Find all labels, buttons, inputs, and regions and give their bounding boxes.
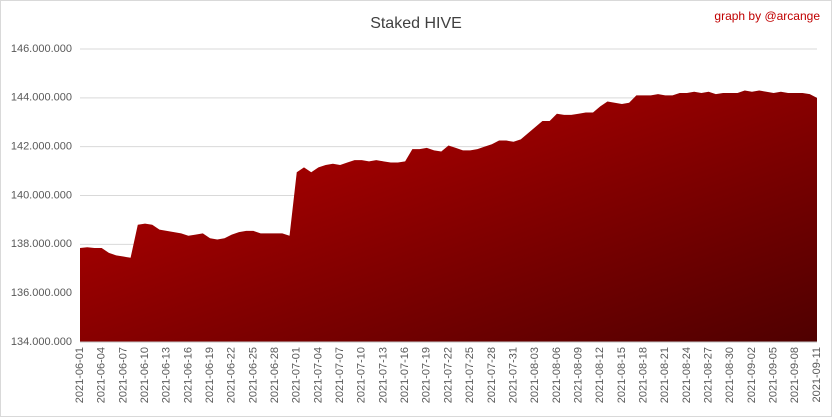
x-tick-label: 2021-06-01 [74, 347, 86, 403]
x-tick-label: 2021-08-12 [594, 347, 606, 403]
annotation: graph by @arcange [714, 9, 820, 23]
x-tick-label: 2021-08-15 [616, 347, 628, 403]
x-tick-label: 2021-06-07 [117, 347, 129, 403]
y-tick-label: 142.000.000 [11, 141, 72, 153]
x-tick-label: 2021-07-16 [399, 347, 411, 403]
x-tick-label: 2021-09-02 [746, 347, 758, 403]
x-tick-label: 2021-07-22 [442, 347, 454, 403]
x-tick-label: 2021-08-30 [724, 347, 736, 403]
x-tick-label: 2021-07-04 [312, 347, 324, 403]
x-tick-label: 2021-07-01 [291, 347, 303, 403]
x-tick-label: 2021-07-10 [356, 347, 368, 403]
x-tick-label: 2021-08-18 [637, 347, 649, 403]
x-tick-label: 2021-07-28 [486, 347, 498, 403]
x-tick-label: 2021-06-22 [226, 347, 238, 403]
x-tick-label: 2021-06-10 [139, 347, 151, 403]
x-tick-label: 2021-09-05 [768, 347, 780, 403]
x-tick-label: 2021-07-19 [421, 347, 433, 403]
x-tick-label: 2021-09-08 [789, 347, 801, 403]
x-tick-label: 2021-09-11 [811, 347, 823, 402]
y-tick-label: 146.000.000 [11, 43, 72, 55]
x-tick-label: 2021-08-09 [572, 347, 584, 403]
x-tick-label: 2021-06-19 [204, 347, 216, 403]
x-tick-label: 2021-06-04 [96, 347, 108, 403]
x-tick-label: 2021-08-24 [681, 347, 693, 403]
x-tick-label: 2021-07-13 [377, 347, 389, 403]
y-tick-label: 140.000.000 [11, 189, 72, 201]
y-tick-label: 136.000.000 [11, 287, 72, 299]
x-tick-label: 2021-06-16 [182, 347, 194, 403]
area [80, 90, 817, 342]
chart-title: Staked HIVE [370, 15, 462, 32]
x-tick-label: 2021-08-21 [659, 347, 671, 403]
x-tick-label: 2021-06-25 [247, 347, 259, 403]
y-tick-label: 144.000.000 [11, 92, 72, 104]
x-tick-label: 2021-06-28 [269, 347, 281, 403]
x-tick-label: 2021-08-03 [529, 347, 541, 403]
y-tick-label: 134.000.000 [11, 336, 72, 348]
x-tick-label: 2021-07-07 [334, 347, 346, 403]
x-tick-label: 2021-07-31 [507, 347, 519, 403]
x-tick-label: 2021-07-25 [464, 347, 476, 403]
x-tick-label: 2021-06-13 [161, 347, 173, 403]
x-tick-label: 2021-08-06 [551, 347, 563, 403]
x-tick-label: 2021-08-27 [703, 347, 715, 403]
y-tick-label: 138.000.000 [11, 238, 72, 250]
